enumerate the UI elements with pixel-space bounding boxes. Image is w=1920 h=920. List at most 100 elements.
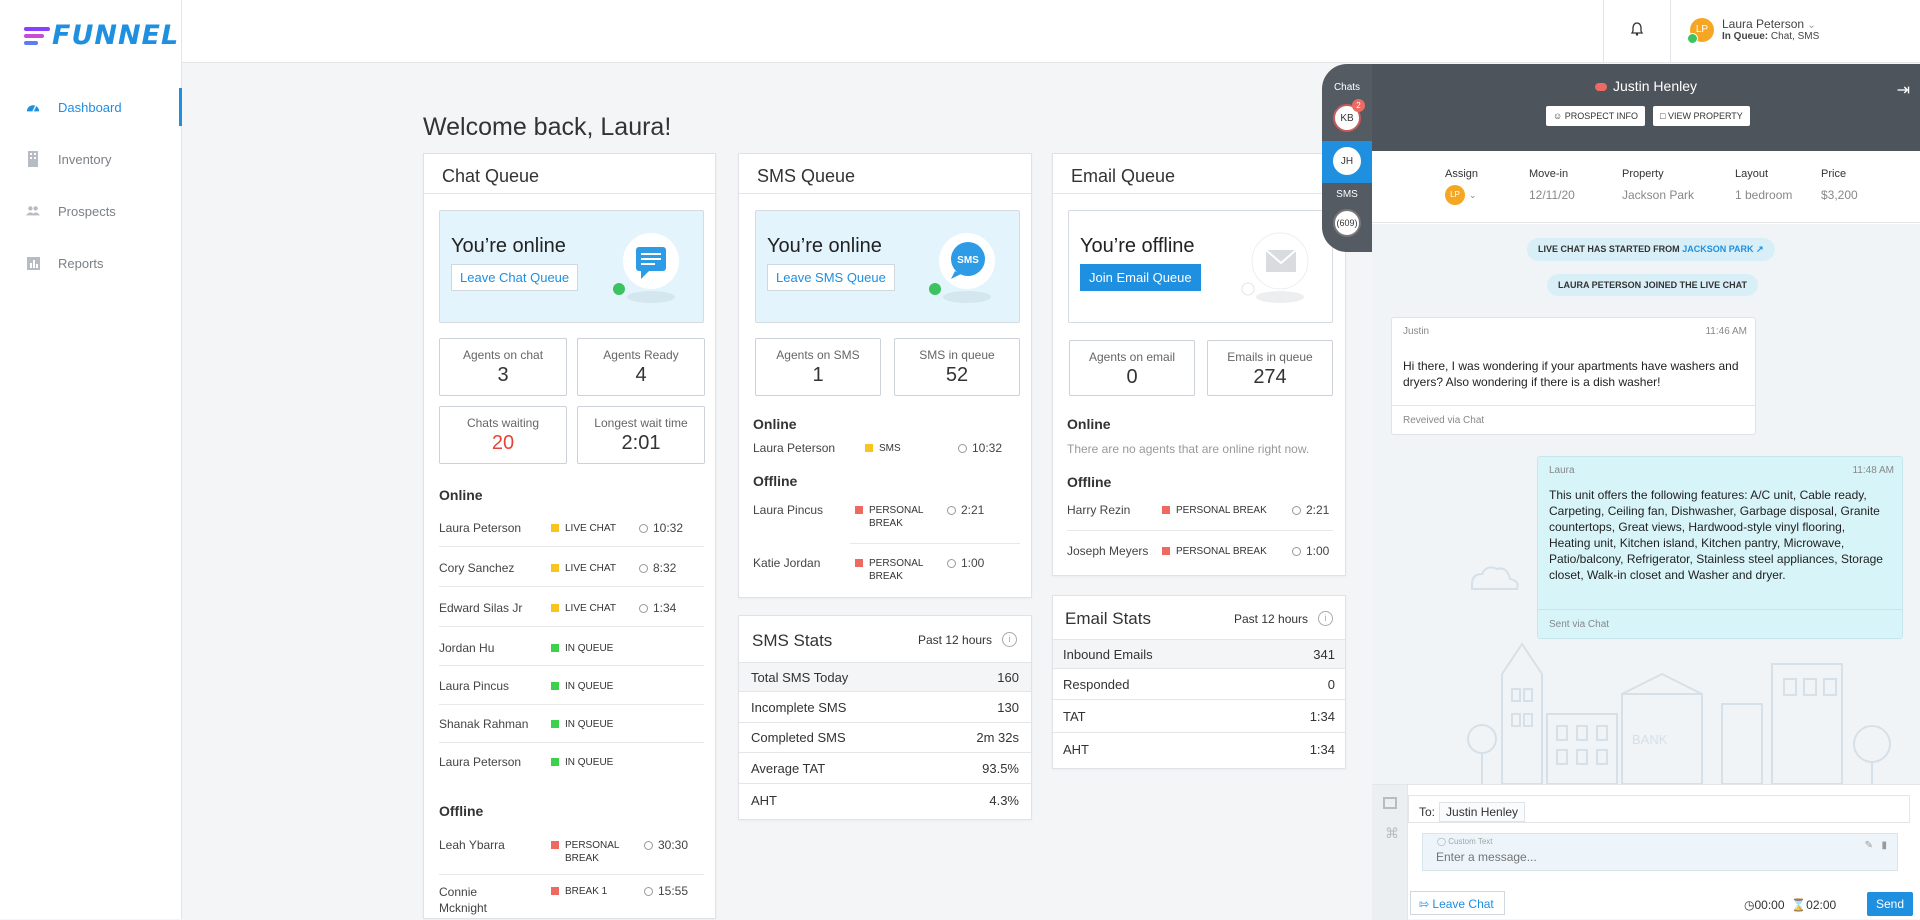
- info-icon[interactable]: i: [1318, 611, 1334, 626]
- online-heading: Online: [439, 487, 483, 503]
- agent-timer: 1:00: [1292, 544, 1329, 558]
- collapse-panel-icon[interactable]: ⇥: [1896, 82, 1910, 99]
- dashboard-icon: [26, 100, 40, 114]
- table-row: Responded 0: [1053, 670, 1345, 700]
- status-label: In Queue:: [1722, 31, 1769, 42]
- divider: [1392, 405, 1755, 406]
- message-via: Reveived via Chat: [1403, 415, 1485, 426]
- email-status-box: You’re offline Join Email Queue: [1068, 210, 1333, 323]
- stat-label: Chats waiting: [466, 416, 540, 430]
- sms-conversations[interactable]: (609): [1333, 209, 1361, 237]
- chat-started-pill: LIVE CHAT HAS STARTED FROM JACKSON PARK …: [1527, 238, 1775, 261]
- sidebar-item-reports[interactable]: Reports: [0, 244, 182, 282]
- chevron-down-icon: ⌄: [1469, 189, 1477, 200]
- status-text: You’re offline: [1080, 235, 1195, 257]
- period-label: Past 12 hours: [1234, 611, 1309, 626]
- logo-text: FUNNEL: [52, 20, 180, 51]
- row-label: Incomplete SMS: [751, 700, 847, 715]
- chat-conversation-jh[interactable]: JH: [1333, 147, 1361, 175]
- agent-row: Laura Pincus PERSONAL BREAK 2:21: [753, 503, 1018, 533]
- email-stats-card: Email Stats Past 12 hours i Inbound Email…: [1052, 595, 1346, 769]
- row-value: 93.5%: [982, 761, 1019, 776]
- online-heading: Online: [753, 416, 797, 432]
- jackson-park-link[interactable]: JACKSON PARK: [1682, 244, 1754, 254]
- chat-transcript[interactable]: BANK LIVE CHAT HAS STARTED FROM JACKSON …: [1372, 224, 1920, 784]
- meta-value: 1 bedroom: [1735, 188, 1793, 202]
- message-input[interactable]: [1436, 850, 1856, 864]
- sidebar-item-inventory[interactable]: Inventory: [0, 140, 182, 178]
- clock-icon: [639, 563, 648, 573]
- status-badge: IN QUEUE: [551, 642, 613, 655]
- agent-name: Laura Peterson: [753, 441, 836, 455]
- agent-name: Shanak Rahman: [439, 717, 529, 731]
- send-button[interactable]: Send: [1867, 892, 1913, 916]
- document-icon: □: [1660, 111, 1668, 121]
- status-badge: IN QUEUE: [551, 756, 613, 769]
- assign-dropdown[interactable]: LP ⌄: [1445, 185, 1477, 205]
- agent-row: Shanak Rahman IN QUEUE: [439, 717, 704, 737]
- stat-label: Agents on email: [1088, 350, 1176, 364]
- to-field[interactable]: To: Justin Henley: [1408, 795, 1910, 823]
- delete-icon[interactable]: ▮: [1881, 840, 1887, 851]
- agent-row: Cory Sanchez LIVE CHAT 8:32: [439, 561, 704, 581]
- status-badge: IN QUEUE: [551, 680, 613, 693]
- agent-name: Harry Rezin: [1067, 503, 1131, 517]
- table-row: Inbound Emails 341: [1053, 639, 1345, 669]
- table-row: AHT 4.3%: [739, 785, 1031, 815]
- view-property-button[interactable]: □ VIEW PROPERTY: [1653, 106, 1750, 126]
- join-email-queue-button[interactable]: Join Email Queue: [1080, 264, 1201, 291]
- message-time: 11:48 AM: [1852, 465, 1894, 476]
- template-icon[interactable]: [1383, 797, 1397, 809]
- status-badge: SMS: [865, 442, 901, 455]
- clock-icon: ◷: [1744, 898, 1755, 912]
- message-author: Laura: [1549, 465, 1575, 476]
- email-queue-card: Email Queue You’re offline Join Email Qu…: [1052, 153, 1346, 576]
- sidebar-item-dashboard[interactable]: Dashboard: [0, 88, 182, 126]
- funnel-logo[interactable]: FUNNEL: [24, 20, 179, 51]
- meta-label: Move-in: [1529, 168, 1569, 180]
- info-icon[interactable]: i: [1002, 632, 1018, 647]
- chat-conversation-kb[interactable]: KB 2: [1333, 99, 1365, 132]
- sidebar-item-prospects[interactable]: Prospects: [0, 192, 182, 230]
- row-value: 4.3%: [989, 792, 1019, 808]
- recipient-chip[interactable]: Justin Henley: [1439, 802, 1526, 822]
- notifications-button[interactable]: [1603, 0, 1671, 63]
- row-label: Average TAT: [751, 761, 826, 776]
- agent-row: Katie Jordan PERSONAL BREAK 1:00: [753, 556, 1018, 586]
- message-text: This unit offers the following features:…: [1549, 488, 1883, 582]
- sms-stats-card: SMS Stats Past 12 hours i Total SMS Today…: [738, 615, 1032, 820]
- message-via: Sent via Chat: [1549, 619, 1610, 630]
- chart-icon: [26, 256, 40, 270]
- status-badge: PERSONAL BREAK: [551, 839, 631, 865]
- stat-agents-ready: Agents Ready 4: [577, 338, 705, 396]
- row-label: Responded: [1063, 677, 1130, 692]
- stat-label: Agents on chat: [462, 348, 544, 362]
- agent-name: Laura Peterson: [439, 521, 522, 535]
- sidebar-item-label: Inventory: [58, 151, 112, 167]
- chat-status-box: You’re online Leave Chat Queue: [439, 210, 704, 323]
- table-row: Total SMS Today 160: [739, 662, 1031, 692]
- leave-chat-button[interactable]: ⇰ Leave Chat: [1410, 891, 1505, 915]
- leave-sms-queue-button[interactable]: Leave SMS Queue: [767, 264, 895, 291]
- status-badge: BREAK 1: [551, 885, 607, 898]
- edit-icon[interactable]: ✎: [1864, 840, 1873, 851]
- message-input-box[interactable]: ◯ Custom Text ✎ ▮: [1422, 833, 1898, 871]
- user-menu[interactable]: LP Laura Peterson ⌄ In Queue: Chat, SMS: [1687, 17, 1819, 44]
- stat-value: 1: [812, 364, 824, 386]
- agent-row: Edward Silas Jr LIVE CHAT 1:34: [439, 601, 704, 621]
- initials: KB: [1340, 112, 1354, 124]
- prospect-info-button[interactable]: ☺ PROSPECT INFO: [1546, 106, 1646, 126]
- sidebar: FUNNEL Dashboard Inventory Prospects Rep…: [0, 0, 182, 919]
- meta-label: Assign: [1445, 168, 1479, 180]
- row-value: 2m 32s: [976, 730, 1019, 745]
- card-title: Chat Queue: [424, 154, 715, 194]
- attachment-icon[interactable]: ⌘: [1385, 825, 1399, 841]
- row-value: 160: [997, 669, 1019, 685]
- agent-timer: 1:00: [947, 556, 984, 570]
- chat-panel: Justin Henley ☺ PROSPECT INFO □ VIEW PRO…: [1372, 64, 1920, 920]
- table-row: AHT 1:34: [1053, 734, 1345, 764]
- sidebar-item-label: Reports: [58, 255, 104, 271]
- leave-chat-queue-button[interactable]: Leave Chat Queue: [451, 264, 579, 291]
- agent-row: Leah Ybarra PERSONAL BREAK 30:30: [439, 838, 704, 868]
- sidebar-item-label: Prospects: [58, 203, 116, 219]
